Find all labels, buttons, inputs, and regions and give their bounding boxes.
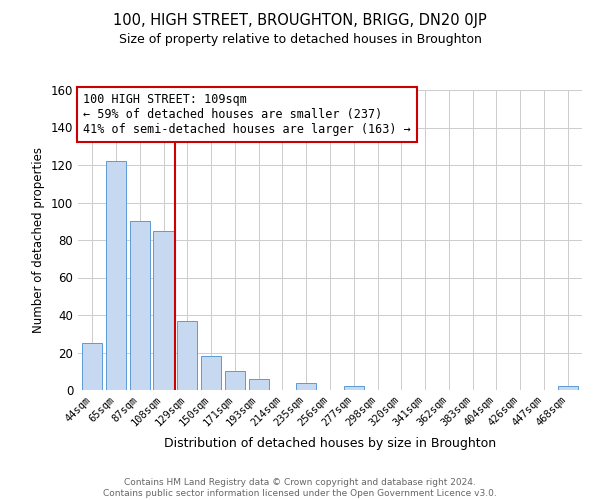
Bar [225,371,245,390]
Bar [130,221,150,390]
Bar [344,386,364,390]
Bar [82,343,103,390]
Text: Contains HM Land Registry data © Crown copyright and database right 2024.
Contai: Contains HM Land Registry data © Crown c… [103,478,497,498]
Bar [106,161,126,390]
Y-axis label: Number of detached properties: Number of detached properties [32,147,45,333]
Bar [296,382,316,390]
X-axis label: Distribution of detached houses by size in Broughton: Distribution of detached houses by size … [164,437,496,450]
Bar [557,386,578,390]
Bar [154,230,173,390]
Text: 100 HIGH STREET: 109sqm
← 59% of detached houses are smaller (237)
41% of semi-d: 100 HIGH STREET: 109sqm ← 59% of detache… [83,93,411,136]
Text: Size of property relative to detached houses in Broughton: Size of property relative to detached ho… [119,32,481,46]
Text: 100, HIGH STREET, BROUGHTON, BRIGG, DN20 0JP: 100, HIGH STREET, BROUGHTON, BRIGG, DN20… [113,12,487,28]
Bar [248,379,269,390]
Bar [201,356,221,390]
Bar [177,320,197,390]
